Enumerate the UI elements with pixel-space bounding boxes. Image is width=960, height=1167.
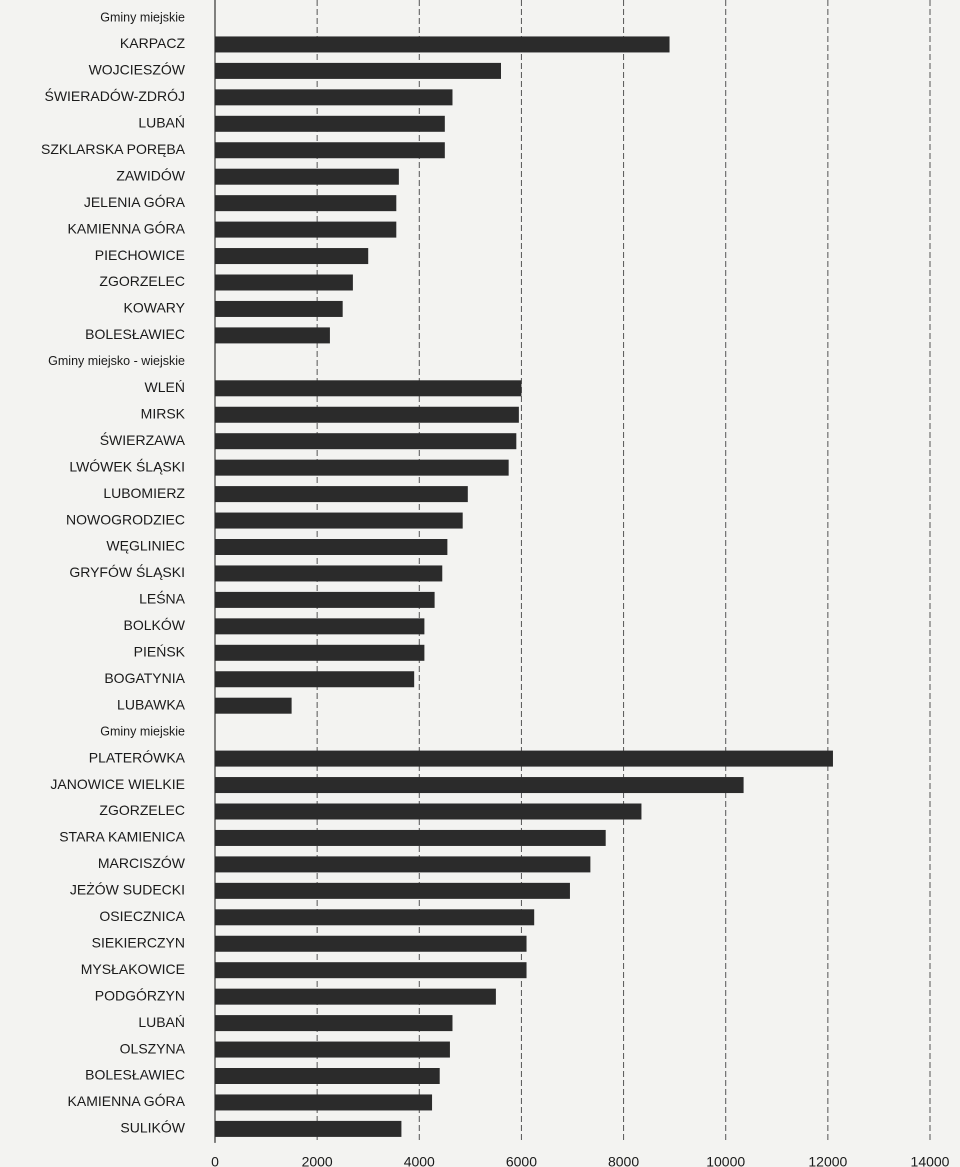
x-tick-label: 14000 [911, 1154, 950, 1167]
y-tick-label: KAMIENNA GÓRA [68, 220, 186, 236]
y-tick-label: PLATERÓWKA [89, 749, 186, 765]
bar [215, 406, 519, 423]
bar [215, 803, 642, 820]
bar [215, 1015, 453, 1032]
bar [215, 1068, 440, 1084]
bar [215, 274, 353, 291]
y-tick-label: ZGORZELEC [99, 802, 185, 818]
y-tick-label: ZGORZELEC [99, 273, 185, 289]
y-tick-label: KOWARY [124, 300, 186, 316]
y-tick-label: ŚWIERADÓW-ZDRÓJ [44, 87, 185, 104]
bar [215, 935, 527, 952]
y-tick-label: LUBAŃ [138, 1014, 185, 1030]
y-tick-label: MYSŁAKOWICE [81, 961, 185, 977]
y-tick-label: BOLESŁAWIEC [85, 326, 185, 342]
bar [215, 1041, 450, 1058]
bar [215, 486, 468, 503]
bar [215, 142, 445, 159]
bar [215, 591, 435, 608]
bar [215, 221, 397, 238]
y-tick-label: LWÓWEK ŚLĄSKI [69, 457, 185, 474]
y-tick-label: ŚWIERZAWA [100, 431, 186, 448]
bar [215, 882, 570, 899]
bar [215, 777, 744, 794]
bar [215, 459, 509, 476]
y-tick-label: NOWOGRODZIEC [66, 511, 185, 527]
y-tick-label: SULIKÓW [120, 1120, 185, 1136]
bar [215, 750, 833, 767]
y-tick-label: Gminy miejskie [100, 724, 185, 738]
y-tick-label: OSIECZNICA [99, 908, 185, 924]
y-tick-label: MIRSK [141, 405, 186, 421]
y-tick-label: WĘGLINIEC [106, 538, 185, 554]
y-tick-label: Gminy miejsko - wiejskie [48, 354, 185, 368]
bar [215, 327, 330, 344]
y-tick-label: SIEKIERCZYN [92, 934, 185, 950]
bar [215, 512, 463, 529]
y-tick-label: PIECHOWICE [95, 247, 185, 263]
bar [215, 962, 527, 979]
x-tick-label: 10000 [706, 1154, 745, 1167]
y-tick-label: STARA KAMIENICA [59, 829, 185, 845]
bar [215, 671, 415, 688]
bar [215, 115, 445, 132]
y-tick-label: JANOWICE WIELKIE [50, 776, 185, 792]
x-tick-label: 0 [211, 1154, 219, 1167]
y-tick-label: KARPACZ [120, 35, 186, 51]
bar [215, 829, 606, 846]
bar [215, 433, 517, 450]
bar [215, 168, 399, 185]
bar [215, 539, 448, 555]
bar [215, 697, 292, 714]
y-tick-label: BOLKÓW [124, 617, 186, 633]
x-tick-label: 8000 [608, 1154, 639, 1167]
y-tick-label: LUBAŃ [138, 115, 185, 131]
bar [215, 618, 425, 635]
bar [215, 1120, 402, 1137]
x-tick-label: 12000 [808, 1154, 847, 1167]
bar [215, 644, 425, 661]
x-tick-label: 6000 [506, 1154, 537, 1167]
y-tick-label: LEŚNA [139, 590, 186, 607]
bar [215, 909, 535, 926]
y-tick-label: WLEŃ [145, 379, 185, 395]
y-tick-label: PIEŃSK [134, 644, 186, 660]
bar [215, 89, 453, 106]
y-tick-label: BOLESŁAWIEC [85, 1067, 185, 1083]
y-tick-label: JELENIA GÓRA [84, 194, 186, 210]
bar [215, 248, 369, 265]
y-tick-label: PODGÓRZYN [95, 987, 185, 1003]
y-tick-label: WOJCIESZÓW [89, 62, 186, 78]
bar [215, 1094, 433, 1111]
x-tick-label: 2000 [302, 1154, 333, 1167]
bar [215, 380, 522, 397]
y-tick-label: LUBAWKA [117, 696, 186, 712]
y-tick-label: JEŻÓW SUDECKI [70, 881, 185, 898]
bar [215, 36, 670, 53]
y-tick-label: Gminy miejskie [100, 10, 185, 24]
y-tick-label: ZAWIDÓW [116, 167, 185, 183]
y-tick-label: MARCISZÓW [98, 855, 186, 871]
y-tick-label: GRYFÓW ŚLĄSKI [69, 563, 185, 580]
x-tick-label: 4000 [404, 1154, 435, 1167]
bar [215, 565, 443, 582]
y-tick-label: LUBOMIERZ [103, 485, 185, 501]
bar [215, 62, 501, 79]
y-tick-label: KAMIENNA GÓRA [68, 1093, 186, 1109]
y-tick-label: SZKLARSKA PORĘBA [41, 141, 186, 157]
bar [215, 988, 496, 1005]
bar [215, 195, 397, 212]
bar [215, 300, 343, 317]
bar [215, 856, 591, 873]
y-tick-label: BOGATYNIA [104, 670, 185, 686]
y-tick-label: OLSZYNA [120, 1040, 186, 1056]
